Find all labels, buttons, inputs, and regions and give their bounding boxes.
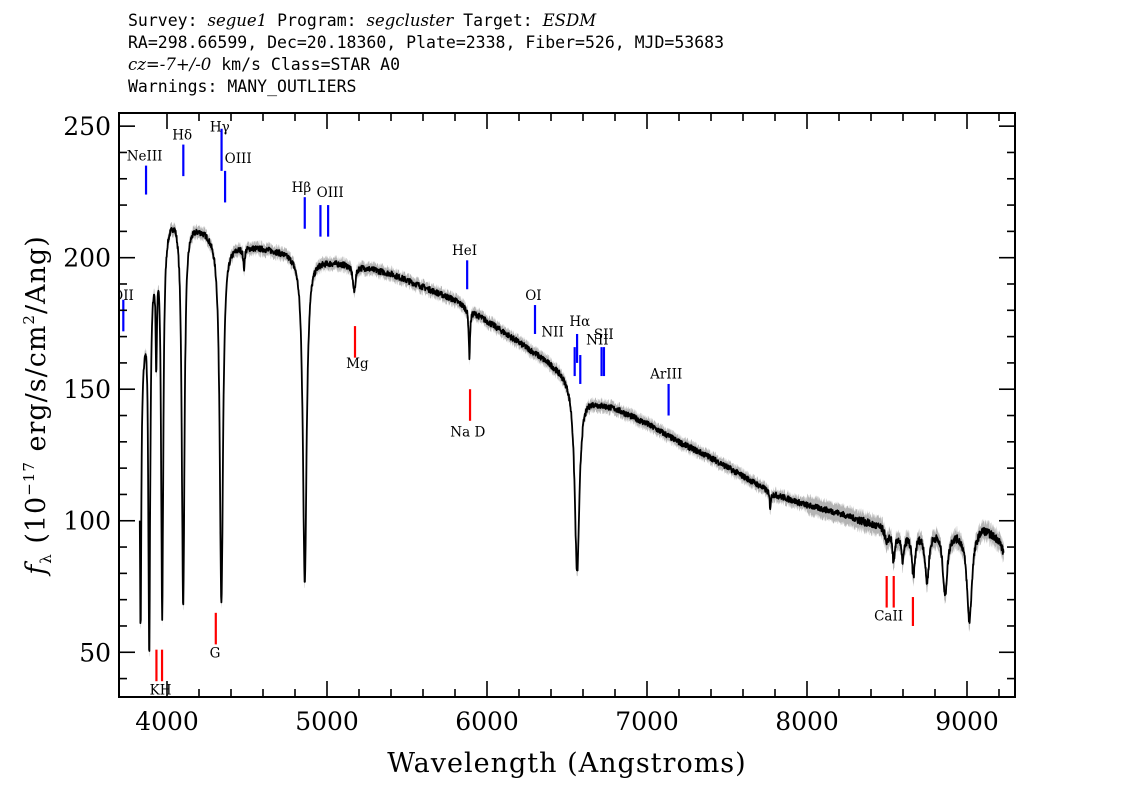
y-tick-labels: 50 100 150 200 250 bbox=[63, 112, 111, 667]
absorption-label: KH bbox=[150, 682, 172, 698]
emission-label: NeIII bbox=[127, 148, 163, 164]
absorption-label: CaII bbox=[874, 609, 903, 625]
y-tick-label: 150 bbox=[63, 375, 111, 404]
y-axis-title: fλ (10−17 erg/s/cm2/Ang) bbox=[20, 235, 55, 577]
survey-label: Survey: bbox=[128, 11, 208, 30]
emission-label: Hβ bbox=[292, 180, 312, 196]
error-band bbox=[139, 221, 1004, 657]
emission-label: HeI bbox=[452, 243, 477, 259]
y-tick-label: 100 bbox=[63, 507, 111, 536]
emission-label: SII bbox=[594, 327, 614, 343]
emission-label: OIII bbox=[225, 151, 252, 167]
target-label: Target: bbox=[453, 11, 543, 30]
survey-value: segue1 bbox=[207, 11, 268, 30]
program-label: Program: bbox=[267, 11, 367, 30]
header-redshift-line: cz=-7+/-0 km/s Class=STAR A0 bbox=[128, 54, 724, 76]
emission-label: OI bbox=[525, 288, 541, 304]
axis-ticks bbox=[119, 113, 1015, 697]
spectrum-line bbox=[138, 226, 1005, 652]
emission-label: NII bbox=[586, 332, 608, 348]
x-tick-label: 9000 bbox=[935, 707, 999, 736]
spectrum-header: Survey: segue1 Program: segcluster Targe… bbox=[128, 10, 724, 98]
absorption-label: G bbox=[210, 646, 221, 662]
absorption-label: Na D bbox=[450, 425, 485, 441]
x-tick-labels: 4000 5000 6000 7000 8000 9000 bbox=[135, 707, 999, 736]
absorption-label: Mg bbox=[346, 356, 369, 372]
emission-label: Hγ bbox=[210, 119, 230, 135]
class-value: km/s Class=STAR A0 bbox=[211, 55, 401, 74]
y-tick-label: 250 bbox=[63, 112, 111, 141]
x-axis-title: Wavelength (Angstroms) bbox=[387, 748, 746, 779]
header-coords-line: RA=298.66599, Dec=20.18360, Plate=2338, … bbox=[128, 33, 725, 52]
x-tick-label: 6000 bbox=[455, 707, 519, 736]
emission-label: ArIII bbox=[649, 367, 682, 383]
header-warnings-line: Warnings: MANY_OUTLIERS bbox=[128, 77, 357, 96]
program-value: segcluster bbox=[366, 11, 454, 30]
x-tick-label: 4000 bbox=[135, 707, 199, 736]
emission-label: Hα bbox=[569, 314, 590, 330]
emission-label: OIII bbox=[317, 185, 344, 201]
emission-label: Hδ bbox=[172, 127, 192, 143]
plot-frame bbox=[118, 112, 1016, 698]
emission-label: OII bbox=[112, 288, 134, 304]
x-tick-label: 8000 bbox=[775, 707, 839, 736]
header-survey-line: Survey: segue1 Program: segcluster Targe… bbox=[128, 10, 724, 32]
x-tick-label: 7000 bbox=[615, 707, 679, 736]
y-tick-label: 50 bbox=[79, 638, 111, 667]
redshift-value: cz=-7+/-0 bbox=[128, 55, 212, 74]
target-value: ESDM bbox=[542, 11, 597, 30]
x-tick-label: 5000 bbox=[295, 707, 359, 736]
emission-label: NII bbox=[541, 325, 563, 341]
y-tick-label: 200 bbox=[63, 244, 111, 273]
